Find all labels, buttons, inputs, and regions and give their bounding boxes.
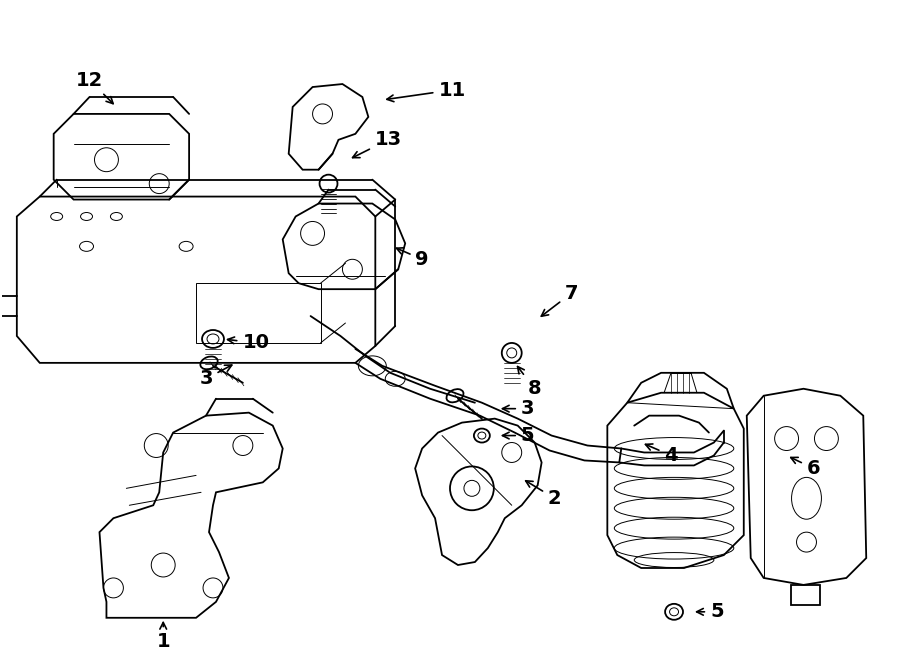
Text: 12: 12 (76, 71, 113, 104)
Text: 3: 3 (502, 399, 535, 418)
Text: 5: 5 (697, 602, 724, 621)
Text: 1: 1 (157, 623, 170, 651)
Text: 13: 13 (353, 130, 401, 157)
Text: 11: 11 (387, 81, 465, 102)
Text: 6: 6 (791, 457, 820, 478)
Text: 5: 5 (502, 426, 535, 445)
Text: 8: 8 (518, 367, 542, 399)
Text: 3: 3 (199, 365, 232, 388)
Text: 4: 4 (645, 444, 678, 465)
Text: 10: 10 (228, 333, 269, 352)
Text: 2: 2 (526, 481, 562, 508)
Text: 9: 9 (397, 248, 429, 269)
Text: 7: 7 (541, 284, 578, 316)
